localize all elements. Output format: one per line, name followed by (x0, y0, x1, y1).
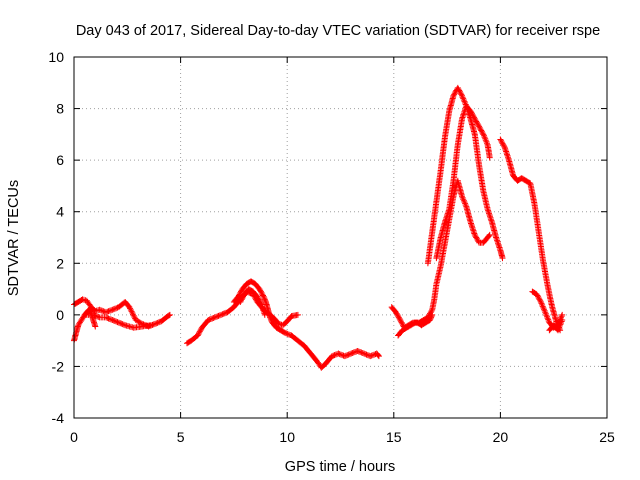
data-points (71, 84, 566, 371)
plot-frame (73, 56, 608, 419)
x-tick-label: 0 (70, 429, 78, 445)
series-k (497, 136, 564, 334)
series-markers (433, 103, 506, 262)
x-ticks: 0 5 10 15 20 25 (70, 57, 615, 445)
x-tick-label: 10 (279, 429, 295, 445)
x-tick-label: 25 (599, 429, 615, 445)
y-tick-label: 0 (56, 307, 64, 323)
y-tick-label: 2 (56, 255, 64, 271)
y-tick-label: -4 (52, 410, 65, 426)
x-tick-label: 5 (177, 429, 185, 445)
y-tick-label: -2 (52, 358, 65, 374)
y-tick-label: 6 (56, 152, 64, 168)
series-markers (497, 136, 564, 334)
y-tick-label: 10 (48, 49, 64, 65)
series-c (83, 311, 154, 331)
series-markers (546, 317, 566, 334)
series-e (230, 278, 382, 371)
series-markers (83, 311, 154, 331)
y-ticks: -4 -2 0 2 4 6 8 10 (48, 49, 607, 426)
y-tick-label: 8 (56, 101, 64, 117)
series-f (237, 286, 268, 318)
series-j (433, 103, 506, 262)
grid-lines (74, 57, 607, 418)
series-m (546, 317, 566, 334)
x-tick-label: 20 (493, 429, 509, 445)
x-tick-label: 15 (386, 429, 402, 445)
x-axis-label: GPS time / hours (285, 459, 395, 475)
y-axis-label: SDTVAR / TECUs (6, 180, 22, 296)
series-markers (230, 278, 382, 371)
y-tick-label: 4 (56, 204, 64, 220)
series-markers (237, 286, 268, 318)
chart-title: Day 043 of 2017, Sidereal Day-to-day VTE… (76, 23, 600, 39)
